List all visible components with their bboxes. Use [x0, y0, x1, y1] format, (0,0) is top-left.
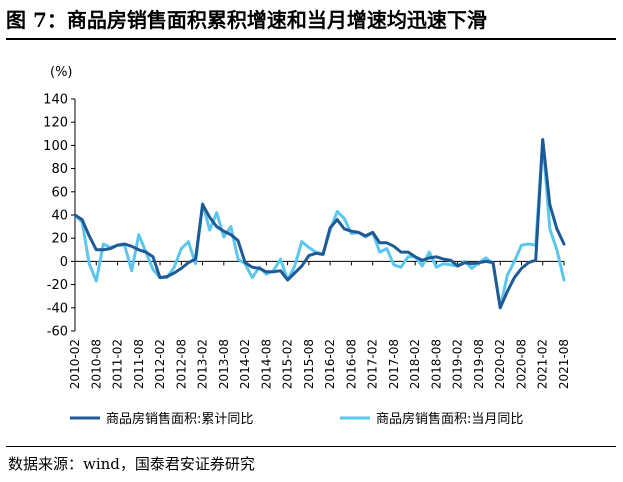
- x-tick-label: 2010-02: [68, 339, 82, 389]
- x-tick-label: 2020-08: [514, 339, 528, 389]
- line-chart: (%) -60 -40 -20 0 20 40 60 80 100 120 140 2010-02 20…: [43, 65, 571, 427]
- x-tick-label: 2015-08: [302, 339, 316, 389]
- figure-title: 图 7：商品房销售面积累积增速和当月增速均迅速下滑: [6, 8, 487, 32]
- y-tick-label: 40: [51, 209, 68, 224]
- x-tick-label: 2019-08: [472, 339, 486, 389]
- y-tick-label: 100: [43, 139, 68, 154]
- x-tick-label: 2012-02: [153, 339, 167, 389]
- series-line-monthly: [73, 138, 566, 310]
- x-tick-label: 2020-02: [493, 339, 507, 389]
- legend-label: 商品房销售面积:当月同比: [376, 411, 523, 427]
- x-tick-label: 2014-02: [238, 339, 252, 389]
- y-tick-label: 140: [43, 93, 68, 108]
- title-divider: [6, 38, 616, 40]
- x-tick-label: 2013-02: [196, 339, 210, 389]
- x-tick-label: 2018-02: [408, 339, 422, 389]
- y-tick-label: 0: [60, 255, 68, 270]
- x-tick-label: 2011-08: [132, 339, 146, 389]
- series-line-cumulative: [73, 138, 566, 310]
- x-tick-label: 2021-02: [536, 339, 550, 389]
- x-tick-label: 2021-08: [557, 339, 571, 389]
- y-tick-label: 80: [51, 162, 68, 177]
- y-tick-label: -20: [47, 278, 68, 293]
- x-tick-label: 2019-02: [451, 339, 465, 389]
- y-unit-label: (%): [50, 65, 73, 80]
- x-tick-label: 2014-08: [259, 339, 273, 389]
- x-tick-label: 2016-08: [344, 339, 358, 389]
- x-tick-label: 2016-02: [323, 339, 337, 389]
- source-note: 数据来源：wind，国泰君安证券研究: [8, 455, 255, 473]
- x-tick-label: 2012-08: [174, 339, 188, 389]
- y-tick-label: -60: [47, 325, 68, 340]
- x-tick-label: 2017-02: [366, 339, 380, 389]
- x-tick-label: 2010-08: [89, 339, 103, 389]
- y-tick-label: -40: [47, 301, 68, 316]
- x-tick-label: 2018-08: [429, 339, 443, 389]
- source-divider: [6, 446, 616, 447]
- y-tick-label: 120: [43, 116, 68, 131]
- y-tick-label: 20: [51, 232, 68, 247]
- x-tick-label: 2013-08: [217, 339, 231, 389]
- x-tick-label: 2017-08: [387, 339, 401, 389]
- x-tick-label: 2015-02: [281, 339, 295, 389]
- x-tick-label: 2011-02: [111, 339, 125, 389]
- y-tick-label: 60: [51, 185, 68, 200]
- legend-label: 商品房销售面积:累计同比: [106, 411, 253, 427]
